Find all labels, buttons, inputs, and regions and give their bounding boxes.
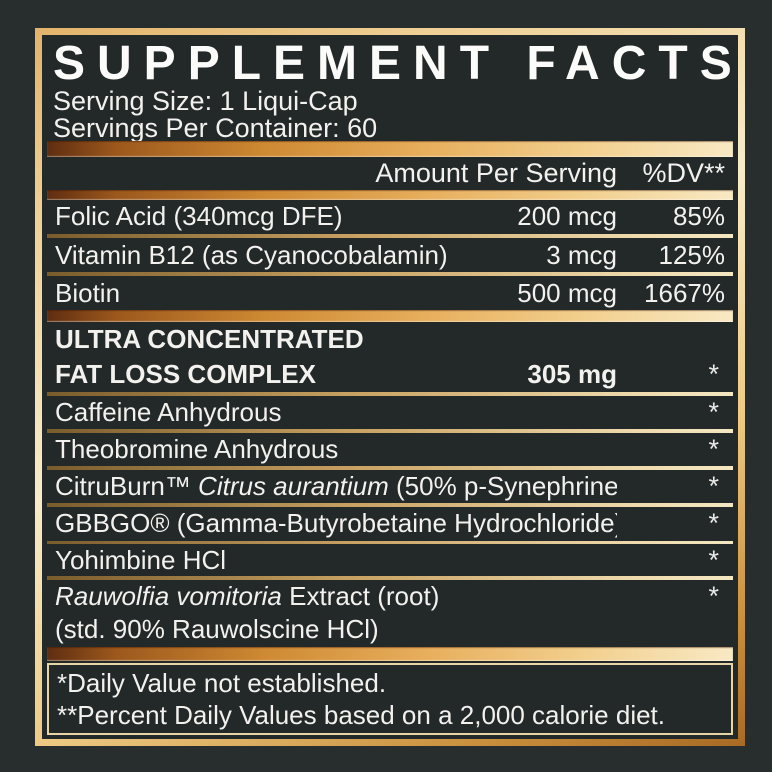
gold-divider-thin [47, 503, 733, 508]
ingredient-dv-asterisk: * [708, 544, 719, 575]
ingredient-name-italic: Rauwolfia vomitoria [55, 581, 282, 612]
footnote-percent-dv: **Percent Daily Values based on a 2,000 … [57, 700, 666, 731]
ingredient-dv-asterisk: * [708, 471, 719, 502]
table-row-citruburn: CitruBurn™ Citrus aurantium (50% p-Synep… [47, 470, 733, 503]
ingredient-name: GBBGO® (Gamma-Butyrobetaine Hydrochlorid… [47, 508, 617, 539]
dv-header: %DV** [642, 157, 725, 188]
ingredient-name-text: Caffeine Anhydrous [55, 396, 282, 427]
ingredient-name: Folic Acid (340mcg DFE) [55, 201, 343, 232]
gold-divider-thick [47, 647, 733, 662]
ingredient-name: Biotin [55, 277, 121, 308]
ingredient-amount: 500 mcg [517, 277, 617, 308]
ingredient-amount: 3 mcg [546, 239, 617, 270]
table-row-yohimbine: Yohimbine HCl * [47, 544, 733, 575]
label-body: SUPPLEMENT FACTS Serving Size: 1 Liqui-C… [42, 35, 738, 739]
gold-divider-thick [47, 310, 733, 323]
table-row-vitamin-b12: Vitamin B12 (as Cyanocobalamin) 3 mcg 12… [47, 238, 733, 272]
header-section: SUPPLEMENT FACTS Serving Size: 1 Liqui-C… [47, 37, 744, 143]
table-row-theobromine: Theobromine Anhydrous * [47, 433, 733, 466]
ingredient-name-suffix: (50% p-Synephrine) [388, 471, 617, 502]
table-row-caffeine: Caffeine Anhydrous * [47, 396, 733, 429]
footnote-daily-value: *Daily Value not established. [57, 668, 387, 699]
table-row-rauwolfia-line2: (std. 90% Rauwolscine HCl) [47, 614, 733, 645]
table-row-rauwolfia-line1: Rauwolfia vomitoria Extract (root) * [47, 580, 733, 614]
ingredient-amount: 200 mcg [517, 201, 617, 232]
ingredient-name: Yohimbine HCl [47, 545, 617, 576]
serving-size-text: Serving Size: 1 Liqui-Cap [53, 86, 358, 116]
gold-divider-thin [47, 466, 733, 471]
complex-title-line1: ULTRA CONCENTRATED [55, 323, 364, 354]
ingredient-dv: 85% [672, 201, 725, 232]
page-title: SUPPLEMENT FACTS [53, 37, 744, 90]
gold-divider-thin [47, 234, 733, 238]
ingredient-name: Caffeine Anhydrous [47, 397, 617, 428]
ingredient-name-text: Theobromine Anhydrous [55, 433, 339, 464]
gold-divider-thin [47, 428, 733, 433]
table-row-biotin: Biotin 500 mcg 1667% [47, 276, 733, 310]
complex-title-line2: FAT LOSS COMPLEX [55, 358, 316, 389]
ingredient-name-text: Yohimbine HCl [55, 544, 227, 575]
complex-amount: 305 mg [527, 358, 617, 389]
ingredient-name-italic: Citrus aurantium [198, 471, 389, 502]
gold-divider-thin [47, 540, 733, 545]
ingredient-name: Rauwolfia vomitoria Extract (root) [47, 581, 617, 612]
ingredient-dv: 1667% [644, 277, 725, 308]
ingredient-dv-asterisk: * [708, 433, 719, 464]
table-row-complex-amount: FAT LOSS COMPLEX 305 mg * [47, 356, 733, 391]
ingredient-dv-asterisk: * [708, 396, 719, 427]
ingredient-standardization: (std. 90% Rauwolscine HCl) [55, 614, 379, 645]
ingredient-name-suffix: Extract (root) [281, 581, 440, 612]
gold-divider-thin [47, 272, 733, 277]
column-header-row: Amount Per Serving %DV** [47, 157, 733, 190]
ingredient-name-text: CitruBurn™ [55, 471, 199, 502]
servings-per-container-text: Servings Per Container: 60 [53, 113, 378, 143]
ingredient-name: CitruBurn™ Citrus aurantium (50% p-Synep… [47, 471, 617, 502]
table-row-folic-acid: Folic Acid (340mcg DFE) 200 mcg 85% [47, 200, 733, 234]
gold-divider-thin [47, 391, 733, 396]
ingredient-name-text: GBBGO® (Gamma-Butyrobetaine Hydrochlorid… [55, 508, 617, 539]
gold-divider-thick [47, 189, 733, 200]
ingredient-name: Vitamin B12 (as Cyanocobalamin) [55, 239, 448, 270]
table-row-complex-title: ULTRA CONCENTRATED [47, 322, 733, 356]
complex-dv-asterisk: * [708, 358, 719, 389]
gold-divider-thick [47, 141, 733, 157]
ingredient-dv-asterisk: * [708, 581, 719, 612]
amount-per-serving-header: Amount Per Serving [375, 157, 617, 188]
ingredient-dv: 125% [658, 239, 726, 270]
label-gold-frame: SUPPLEMENT FACTS Serving Size: 1 Liqui-C… [35, 28, 745, 746]
ingredient-name: Theobromine Anhydrous [47, 434, 617, 465]
gold-divider-thin [47, 575, 733, 580]
footnote-section: *Daily Value not established. **Percent … [47, 663, 733, 736]
table-row-gbbgo: GBBGO® (Gamma-Butyrobetaine Hydrochlorid… [47, 507, 733, 540]
ingredient-dv-asterisk: * [708, 508, 719, 539]
